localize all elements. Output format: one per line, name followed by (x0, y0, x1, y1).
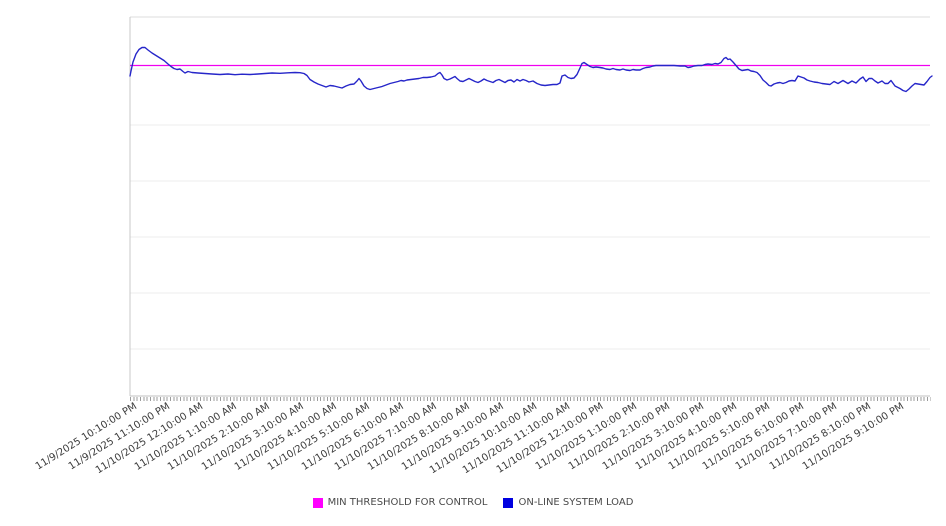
legend-label-online-system-load: ON-LINE SYSTEM LOAD (518, 497, 634, 508)
legend-label-min-threshold: MIN THRESHOLD FOR CONTROL (327, 497, 488, 508)
legend-swatch-online-system-load (503, 497, 514, 508)
online-system-load-line (129, 46, 933, 93)
legend-item-min-threshold: MIN THRESHOLD FOR CONTROL (312, 497, 488, 508)
legend-swatch-min-threshold (312, 497, 323, 508)
x-axis-minor-ticks (130, 397, 931, 401)
legend-item-online-system-load: ON-LINE SYSTEM LOAD (503, 497, 633, 508)
chart-legend: MIN THRESHOLD FOR CONTROL ON-LINE SYSTEM… (0, 497, 946, 508)
